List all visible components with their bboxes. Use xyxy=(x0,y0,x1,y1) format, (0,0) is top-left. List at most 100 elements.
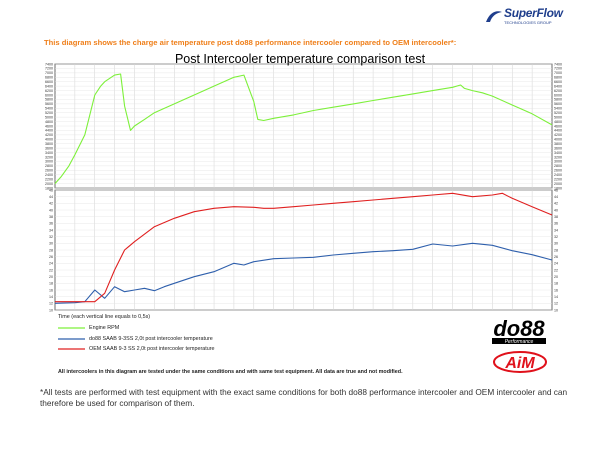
do88-logo-text: do88 xyxy=(493,316,545,341)
rpm-y-tick-label-right: 2400 xyxy=(554,173,562,177)
rpm-y-tick-label-left: 3400 xyxy=(45,151,53,155)
rpm-y-tick-label-right: 1800 xyxy=(554,186,562,190)
temp-y-tick-label-left: 42 xyxy=(49,202,53,206)
rpm-y-tick-label-left: 2800 xyxy=(45,164,53,168)
rpm-y-tick-label-right: 5800 xyxy=(554,98,562,102)
rpm-y-tick-label-left: 5200 xyxy=(45,111,53,115)
rpm-y-tick-label-left: 4800 xyxy=(45,120,53,124)
rpm-y-tick-label-left: 5800 xyxy=(45,98,53,102)
rpm-y-tick-label-right: 3600 xyxy=(554,146,562,150)
temp-y-tick-label-right: 30 xyxy=(554,242,558,246)
do88-logo-subtext: Performance xyxy=(505,339,534,345)
aim-logo-text: AiM xyxy=(504,355,535,372)
temp-y-tick-label-right: 46 xyxy=(554,188,558,192)
temp-y-tick-label-left: 32 xyxy=(49,235,53,239)
rpm-y-tick-label-right: 3800 xyxy=(554,142,562,146)
rpm-series-0-line xyxy=(54,73,553,184)
temp-y-tick-label-left: 26 xyxy=(49,255,53,259)
rpm-y-tick-label-left: 4200 xyxy=(45,133,53,137)
temp-y-tick-label-right: 24 xyxy=(554,262,558,266)
superflow-logo-tagline: TECHNOLOGIES GROUP xyxy=(504,20,552,25)
temp-y-tick-label-right: 32 xyxy=(554,235,558,239)
superflow-swoosh-icon xyxy=(486,11,502,22)
rpm-y-tick-label-right: 6400 xyxy=(554,84,562,88)
rpm-y-tick-label-right: 4200 xyxy=(554,133,562,137)
rpm-y-tick-label-right: 4000 xyxy=(554,138,562,142)
temp-y-tick-label-left: 20 xyxy=(49,275,53,279)
rpm-y-tick-label-right: 7400 xyxy=(554,62,562,66)
rpm-y-tick-label-left: 6800 xyxy=(45,76,53,80)
legend-label-oem: OEM SAAB 9-3 SS 2,0t post intercooler te… xyxy=(89,346,215,352)
rpm-y-tick-label-left: 4000 xyxy=(45,138,53,142)
rpm-y-tick-label-left: 4600 xyxy=(45,124,53,128)
rpm-y-tick-label-right: 2800 xyxy=(554,164,562,168)
rpm-y-tick-label-left: 3200 xyxy=(45,155,53,159)
temp-y-tick-label-left: 18 xyxy=(49,282,53,286)
temp-y-tick-label-right: 18 xyxy=(554,282,558,286)
rpm-y-tick-label-left: 6600 xyxy=(45,80,53,84)
x-axis-caption: Time (each vertical line equals to 0,5s) xyxy=(58,314,151,320)
rpm-y-tick-label-left: 5600 xyxy=(45,102,53,106)
aim-logo-swoosh-icon xyxy=(493,351,547,373)
temp-y-tick-label-right: 28 xyxy=(554,248,558,252)
temp-y-tick-label-left: 16 xyxy=(49,288,53,292)
rpm-y-tick-label-right: 7000 xyxy=(554,71,562,75)
rpm-y-tick-label-right: 4400 xyxy=(554,129,562,133)
temp-series-1-line xyxy=(55,192,553,303)
temp-y-tick-label-right: 42 xyxy=(554,202,558,206)
temp-y-tick-label-right: 26 xyxy=(554,255,558,259)
rpm-y-tick-label-right: 7200 xyxy=(554,67,562,71)
temp-y-tick-label-right: 14 xyxy=(554,295,558,299)
rpm-y-tick-label-left: 4400 xyxy=(45,129,53,133)
temp-y-tick-label-left: 22 xyxy=(49,268,53,272)
rpm-y-tick-label-right: 5600 xyxy=(554,102,562,106)
rpm-y-tick-label-right: 3200 xyxy=(554,155,562,159)
rpm-y-tick-label-left: 6200 xyxy=(45,89,53,93)
rpm-y-tick-label-right: 2200 xyxy=(554,177,562,181)
legend-label-do88: do88 SAAB 9-3SS 2,0t post intercooler te… xyxy=(89,336,213,342)
temp-y-tick-label-left: 38 xyxy=(49,215,53,219)
temp-y-tick-label-left: 46 xyxy=(49,188,53,192)
rpm-y-tick-label-left: 6400 xyxy=(45,84,53,88)
temp-series-0-line xyxy=(54,242,553,304)
chart-title: Post Intercooler temperature comparison … xyxy=(174,52,426,66)
temp-y-tick-label-right: 44 xyxy=(554,195,558,199)
temp-y-tick-label-right: 20 xyxy=(554,275,558,279)
rpm-y-tick-label-right: 5000 xyxy=(554,115,562,119)
temp-y-tick-label-left: 36 xyxy=(49,222,53,226)
footnote-small: All intercoolers in this diagram are tes… xyxy=(58,369,403,375)
temperature-panel: 10 10 12 12 14 14 16 16 18 18 20 20 22 22 24 24 26 26 28 28… xyxy=(49,188,558,312)
rpm-y-tick-label-right: 6600 xyxy=(554,80,562,84)
temp-y-tick-label-right: 12 xyxy=(554,302,558,306)
rpm-y-tick-label-left: 2400 xyxy=(45,173,53,177)
superflow-logo xyxy=(486,11,502,22)
temp-y-tick-label-left: 30 xyxy=(49,242,53,246)
rpm-y-tick-label-left: 2200 xyxy=(45,177,53,181)
temp-y-tick-label-right: 38 xyxy=(554,215,558,219)
temp-y-tick-label-left: 34 xyxy=(49,228,53,232)
rpm-y-tick-label-right: 6200 xyxy=(554,89,562,93)
rpm-y-tick-label-left: 7400 xyxy=(45,62,53,66)
temp-y-tick-label-right: 40 xyxy=(554,208,558,212)
rpm-y-tick-label-left: 5400 xyxy=(45,107,53,111)
rpm-y-tick-label-left: 3600 xyxy=(45,146,53,150)
rpm-y-tick-label-right: 4800 xyxy=(554,120,562,124)
rpm-y-tick-label-right: 2600 xyxy=(554,169,562,173)
aim-logo: AiM xyxy=(493,351,547,373)
rpm-y-tick-label-right: 5400 xyxy=(554,107,562,111)
rpm-y-tick-label-left: 7000 xyxy=(45,71,53,75)
rpm-y-tick-label-left: 2600 xyxy=(45,169,53,173)
rpm-y-tick-label-right: 3400 xyxy=(554,151,562,155)
rpm-y-tick-label-left: 1800 xyxy=(45,186,53,190)
rpm-y-tick-label-left: 7200 xyxy=(45,67,53,71)
temp-y-tick-label-right: 10 xyxy=(554,308,558,312)
temp-y-tick-label-right: 16 xyxy=(554,288,558,292)
temp-y-tick-label-left: 40 xyxy=(49,208,53,212)
intro-text: This diagram shows the charge air temper… xyxy=(44,38,457,47)
rpm-y-tick-label-left: 2000 xyxy=(45,182,53,186)
temp-y-tick-label-left: 28 xyxy=(49,248,53,252)
rpm-y-tick-label-right: 5200 xyxy=(554,111,562,115)
temp-y-tick-label-right: 22 xyxy=(554,268,558,272)
